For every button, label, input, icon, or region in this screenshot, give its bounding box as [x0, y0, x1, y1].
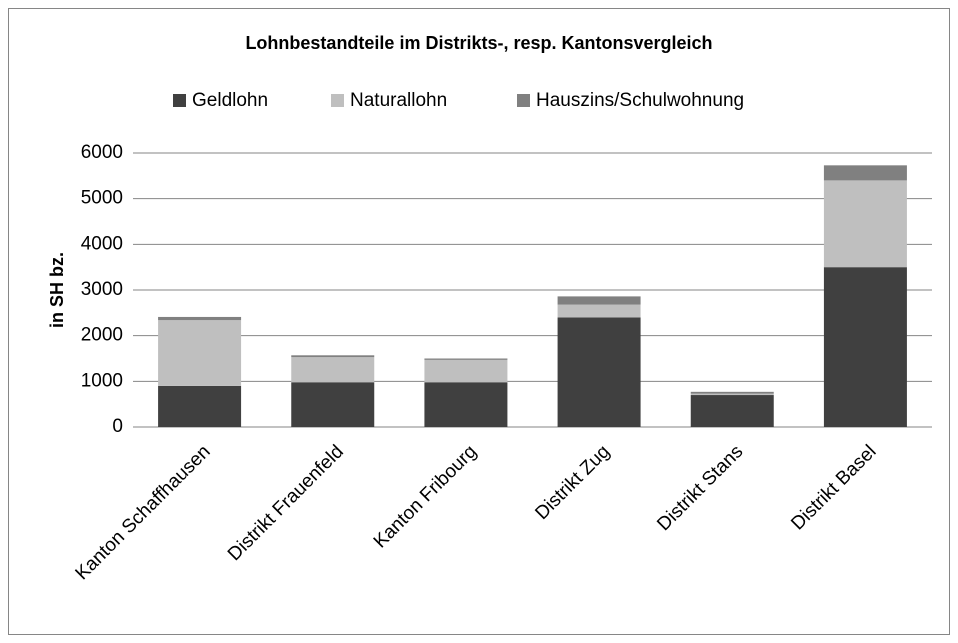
y-tick-label: 0 — [112, 416, 123, 437]
y-tick-label: 4000 — [81, 233, 123, 254]
bar-segment — [424, 359, 508, 383]
legend-swatch — [517, 94, 530, 107]
bar-segment — [823, 165, 907, 181]
y-tick-label: 1000 — [81, 370, 123, 391]
legend-swatch — [173, 94, 186, 107]
chart-title: Lohnbestandteile im Distrikts-, resp. Ka… — [245, 33, 712, 53]
bar-segment — [424, 382, 508, 427]
bar-segment — [557, 296, 641, 305]
bar-segment — [158, 320, 242, 386]
bar-segment — [158, 385, 242, 427]
legend-label: Hauszins/Schulwohnung — [536, 90, 744, 111]
bar-segment — [690, 393, 774, 396]
bar-segment — [424, 358, 508, 360]
y-tick-label: 2000 — [81, 325, 123, 346]
legend-swatch — [331, 94, 344, 107]
y-tick-label: 6000 — [81, 142, 123, 163]
bar-segment — [690, 391, 774, 394]
bar-segment — [557, 317, 641, 427]
bar-segment — [291, 382, 375, 427]
bar-segment — [291, 355, 375, 358]
bar-segment — [557, 304, 641, 318]
bar-segment — [158, 316, 242, 321]
bar-segment — [690, 395, 774, 427]
legend-label: Naturallohn — [350, 90, 447, 111]
y-axis-label: in SH bz. — [47, 252, 67, 328]
bar-segment — [823, 267, 907, 427]
chart-border — [8, 8, 950, 635]
legend-label: Geldlohn — [192, 90, 268, 111]
bar-segment — [291, 357, 375, 383]
y-tick-label: 3000 — [81, 279, 123, 300]
bar-segment — [823, 180, 907, 268]
y-tick-label: 5000 — [81, 188, 123, 209]
